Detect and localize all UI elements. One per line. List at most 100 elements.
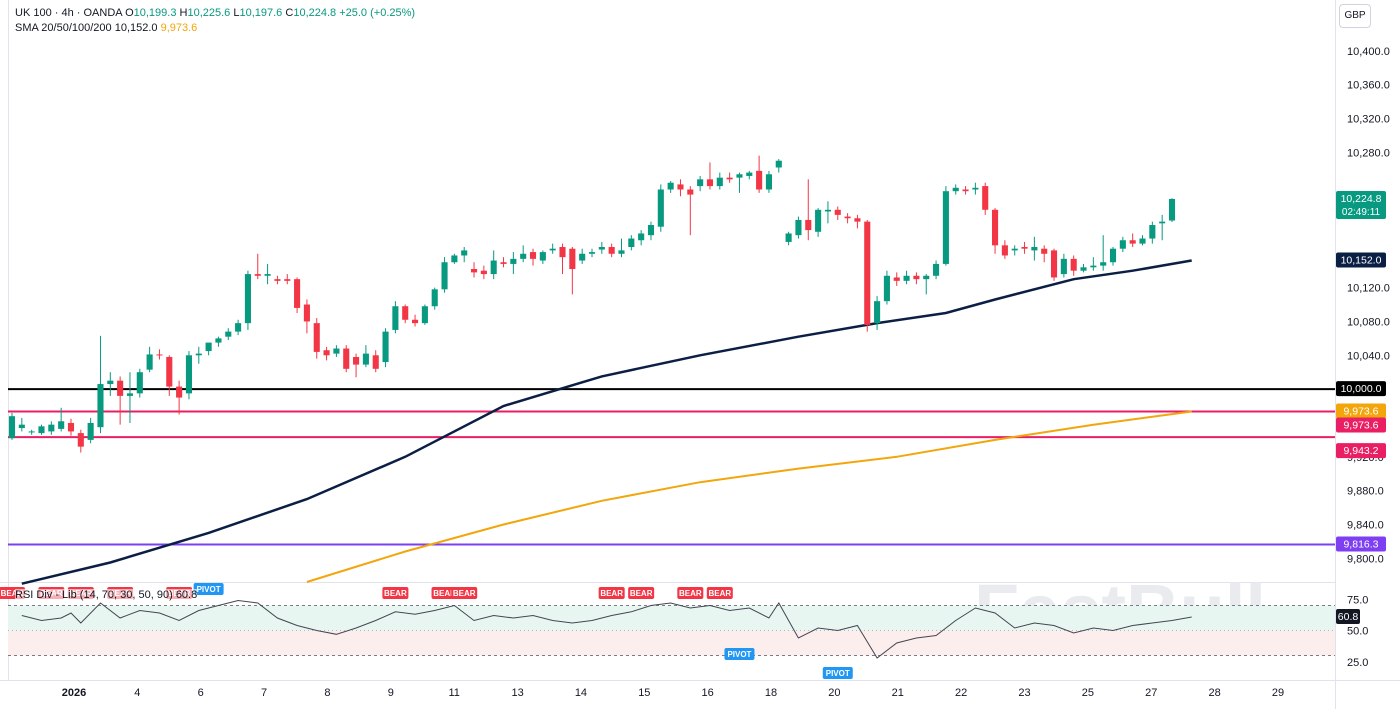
candle-body — [608, 247, 615, 254]
time-tick-label: 18 — [765, 687, 777, 699]
candle-body — [579, 253, 586, 261]
time-tick-label: 13 — [511, 687, 523, 699]
candle-body — [1149, 225, 1156, 239]
candle-body — [97, 384, 104, 428]
pivot-marker: PIVOT — [822, 667, 853, 679]
rsi-lower-band — [8, 630, 1335, 656]
time-tick-label: 8 — [324, 687, 330, 699]
price-tag — [1336, 536, 1386, 552]
price-tag-label: 9,973.6 — [1343, 419, 1378, 431]
price-tag — [1336, 381, 1386, 397]
candle-body — [559, 247, 566, 258]
candle-body — [470, 269, 478, 273]
marker-box — [598, 587, 625, 599]
time-tick-label: 27 — [1145, 687, 1157, 699]
rsi-legend-label[interactable]: RSI Div - Lib (14, 70, 30, 50, 90) — [15, 589, 173, 601]
marker-label: BEAR — [453, 589, 476, 598]
candle-body — [48, 424, 55, 432]
price-tick-label: 10,360.0 — [1347, 80, 1390, 92]
candle-body — [539, 252, 546, 261]
candle-body — [274, 279, 281, 281]
time-tick-label: 22 — [955, 687, 967, 699]
marker-label: BEAR — [1, 589, 24, 598]
price-tag — [1336, 443, 1386, 459]
marker-box — [724, 648, 755, 660]
high-label: H — [179, 7, 188, 19]
time-tick-label: 6 — [198, 687, 204, 699]
sma-value-1: 10,152.0 — [114, 22, 158, 34]
time-tick-label: 28 — [1209, 687, 1221, 699]
rsi-tick-label: 25.0 — [1347, 657, 1368, 669]
candle-body — [618, 250, 625, 254]
price-tick-label: 9,840.0 — [1347, 519, 1384, 531]
price-tag-label: 10,224.8 — [1341, 193, 1382, 205]
marker-label: BEAR — [630, 589, 653, 598]
candle-body — [815, 209, 822, 232]
candle-body — [264, 274, 271, 276]
candlestick-series — [8, 155, 1176, 453]
price-tag — [1336, 252, 1386, 268]
bear-marker: BEAR — [677, 587, 704, 599]
marker-box — [382, 587, 409, 599]
candle-body — [834, 209, 841, 215]
time-tick-label: 9 — [388, 687, 394, 699]
candle-body — [284, 279, 291, 281]
currency-button[interactable]: GBP — [1339, 4, 1371, 28]
candle-body — [126, 393, 134, 396]
candle-body — [795, 219, 802, 236]
candle-body — [805, 219, 812, 231]
candle-body — [765, 174, 772, 190]
time-axis[interactable]: 2026 4 6 7 8 9 11 13 14 15 16 18 20 21 22 23 25 27 28 29 — [62, 687, 1284, 699]
ohlc-row: UK 100 · 4h · OANDA O10,199.3 H10,225.6 … — [15, 6, 415, 21]
candle-body — [726, 177, 733, 180]
candle-body — [982, 186, 989, 210]
close-value: 10,224.8 — [293, 7, 337, 19]
time-tick-label: 21 — [892, 687, 904, 699]
pivot-marker: PIVOT — [724, 648, 755, 660]
candle-body — [716, 177, 723, 187]
candle-body — [490, 260, 497, 275]
rsi-legend-value: 60.8 — [175, 589, 198, 601]
marker-box — [822, 667, 853, 679]
open-value: 10,199.3 — [133, 7, 177, 19]
candle-body — [402, 306, 409, 320]
candle-body — [893, 277, 900, 281]
candle-body — [67, 422, 75, 432]
candle-body — [687, 189, 694, 195]
candle-body — [520, 253, 527, 259]
candle-body — [962, 189, 969, 192]
rsi-value-tag-label: 60.8 — [1338, 611, 1359, 623]
time-tick-label: 23 — [1018, 687, 1030, 699]
horizontal-levels — [8, 388, 1335, 546]
candle-body — [225, 331, 232, 337]
price-tag-label: 9,973.6 — [1343, 405, 1378, 417]
marker-label: BEAR — [433, 589, 456, 598]
sma-row: SMA 20/50/100/200 10,152.0 9,973.6 — [15, 21, 415, 36]
marker-box — [451, 587, 478, 599]
candle-body — [176, 386, 183, 398]
rsi-tick-label: 50.0 — [1347, 626, 1368, 638]
price-tag — [1336, 403, 1386, 419]
sma-label[interactable]: SMA 20/50/100/200 — [15, 22, 112, 34]
candle-body — [667, 182, 674, 190]
rsi-upper-band — [8, 605, 1335, 631]
marker-label: PIVOT — [826, 669, 850, 678]
price-tag-label: 10,000.0 — [1341, 383, 1382, 395]
symbol-label[interactable]: UK 100 · 4h · OANDA — [15, 7, 122, 19]
marker-box — [431, 587, 458, 599]
candle-body — [1050, 250, 1058, 278]
candle-body — [412, 319, 419, 324]
candle-body — [441, 262, 448, 290]
rsi-pane: BEARBEARBEARBEARBEARPIVOTBEARBEARBEARBEA… — [0, 583, 1335, 679]
candle-body — [480, 270, 487, 275]
time-tick-label: 29 — [1272, 687, 1284, 699]
chart-legend: UK 100 · 4h · OANDA O10,199.3 H10,225.6 … — [15, 6, 415, 36]
price-tag — [1336, 190, 1386, 219]
price-tick-label: 10,400.0 — [1347, 46, 1390, 58]
price-axis[interactable]: 9,800.09,840.09,880.09,920.010,040.010,0… — [1347, 46, 1390, 669]
high-value: 10,225.6 — [187, 7, 231, 19]
candle-body — [657, 189, 664, 227]
candle-body — [1168, 198, 1176, 221]
candle-body — [775, 160, 782, 168]
